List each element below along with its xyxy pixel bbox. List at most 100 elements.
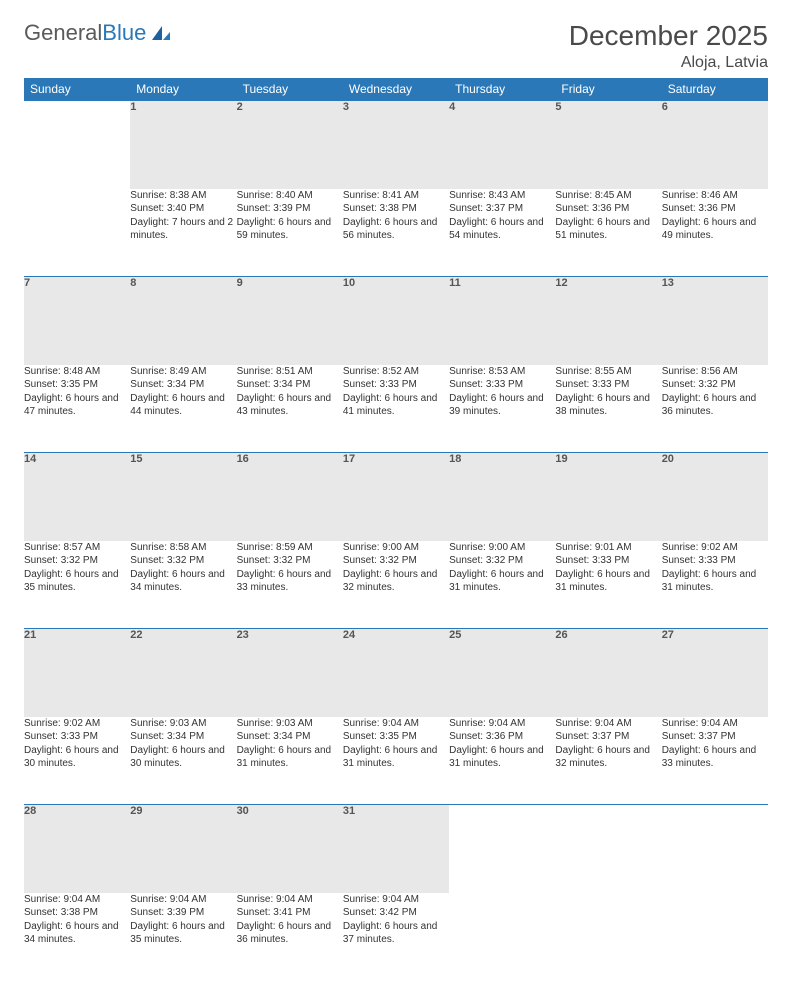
daylight-line: Daylight: 6 hours and 41 minutes. <box>343 392 449 419</box>
sunrise-line: Sunrise: 8:49 AM <box>130 365 236 379</box>
day-number-cell <box>449 805 555 893</box>
day-content-cell: Sunrise: 8:58 AMSunset: 3:32 PMDaylight:… <box>130 541 236 629</box>
day-number-cell <box>662 805 768 893</box>
day-number-cell: 26 <box>555 629 661 717</box>
logo-text-gray: General <box>24 20 102 46</box>
content-row: Sunrise: 9:04 AMSunset: 3:38 PMDaylight:… <box>24 893 768 981</box>
day-content-cell: Sunrise: 8:57 AMSunset: 3:32 PMDaylight:… <box>24 541 130 629</box>
day-content-cell: Sunrise: 9:02 AMSunset: 3:33 PMDaylight:… <box>662 541 768 629</box>
sunrise-line: Sunrise: 9:00 AM <box>343 541 449 555</box>
daynum-row: 21222324252627 <box>24 629 768 717</box>
daynum-row: 78910111213 <box>24 277 768 365</box>
daylight-line: Daylight: 7 hours and 2 minutes. <box>130 216 236 243</box>
day-number-cell: 3 <box>343 101 449 189</box>
day-number-cell: 24 <box>343 629 449 717</box>
day-content-cell: Sunrise: 8:41 AMSunset: 3:38 PMDaylight:… <box>343 189 449 277</box>
sunrise-line: Sunrise: 9:04 AM <box>237 893 343 907</box>
day-number-cell: 5 <box>555 101 661 189</box>
sunset-line: Sunset: 3:33 PM <box>343 378 449 392</box>
daylight-line: Daylight: 6 hours and 36 minutes. <box>237 920 343 947</box>
day-content-cell: Sunrise: 8:45 AMSunset: 3:36 PMDaylight:… <box>555 189 661 277</box>
day-number-cell: 27 <box>662 629 768 717</box>
day-header: Tuesday <box>237 78 343 101</box>
daylight-line: Daylight: 6 hours and 32 minutes. <box>555 744 661 771</box>
day-content-cell: Sunrise: 8:49 AMSunset: 3:34 PMDaylight:… <box>130 365 236 453</box>
sunset-line: Sunset: 3:33 PM <box>662 554 768 568</box>
sunset-line: Sunset: 3:37 PM <box>555 730 661 744</box>
logo-sail-icon <box>150 24 172 42</box>
sunset-line: Sunset: 3:32 PM <box>343 554 449 568</box>
day-number-cell: 15 <box>130 453 236 541</box>
day-content-cell: Sunrise: 9:03 AMSunset: 3:34 PMDaylight:… <box>130 717 236 805</box>
sunset-line: Sunset: 3:33 PM <box>449 378 555 392</box>
sunset-line: Sunset: 3:38 PM <box>24 906 130 920</box>
daylight-line: Daylight: 6 hours and 37 minutes. <box>343 920 449 947</box>
sunset-line: Sunset: 3:34 PM <box>130 378 236 392</box>
day-content-cell <box>449 893 555 981</box>
daylight-line: Daylight: 6 hours and 31 minutes. <box>237 744 343 771</box>
day-number-cell: 14 <box>24 453 130 541</box>
sunset-line: Sunset: 3:37 PM <box>662 730 768 744</box>
daynum-row: 14151617181920 <box>24 453 768 541</box>
day-content-cell: Sunrise: 9:04 AMSunset: 3:37 PMDaylight:… <box>555 717 661 805</box>
day-number-cell: 18 <box>449 453 555 541</box>
day-number-cell <box>24 101 130 189</box>
daylight-line: Daylight: 6 hours and 35 minutes. <box>130 920 236 947</box>
daylight-line: Daylight: 6 hours and 43 minutes. <box>237 392 343 419</box>
day-content-cell: Sunrise: 9:04 AMSunset: 3:42 PMDaylight:… <box>343 893 449 981</box>
day-number-cell: 1 <box>130 101 236 189</box>
daylight-line: Daylight: 6 hours and 33 minutes. <box>662 744 768 771</box>
sunset-line: Sunset: 3:36 PM <box>662 202 768 216</box>
sunrise-line: Sunrise: 9:02 AM <box>24 717 130 731</box>
sunset-line: Sunset: 3:37 PM <box>449 202 555 216</box>
sunset-line: Sunset: 3:34 PM <box>130 730 236 744</box>
sunrise-line: Sunrise: 8:46 AM <box>662 189 768 203</box>
content-row: Sunrise: 8:38 AMSunset: 3:40 PMDaylight:… <box>24 189 768 277</box>
daylight-line: Daylight: 6 hours and 54 minutes. <box>449 216 555 243</box>
sunrise-line: Sunrise: 8:38 AM <box>130 189 236 203</box>
day-number-cell: 13 <box>662 277 768 365</box>
day-content-cell <box>555 893 661 981</box>
daylight-line: Daylight: 6 hours and 36 minutes. <box>662 392 768 419</box>
sunrise-line: Sunrise: 9:01 AM <box>555 541 661 555</box>
day-number-cell: 17 <box>343 453 449 541</box>
day-content-cell: Sunrise: 9:00 AMSunset: 3:32 PMDaylight:… <box>343 541 449 629</box>
daylight-line: Daylight: 6 hours and 31 minutes. <box>449 744 555 771</box>
content-row: Sunrise: 8:48 AMSunset: 3:35 PMDaylight:… <box>24 365 768 453</box>
day-content-cell: Sunrise: 9:04 AMSunset: 3:39 PMDaylight:… <box>130 893 236 981</box>
day-number-cell: 11 <box>449 277 555 365</box>
sunrise-line: Sunrise: 8:43 AM <box>449 189 555 203</box>
day-content-cell: Sunrise: 8:52 AMSunset: 3:33 PMDaylight:… <box>343 365 449 453</box>
sunset-line: Sunset: 3:36 PM <box>449 730 555 744</box>
day-content-cell: Sunrise: 9:03 AMSunset: 3:34 PMDaylight:… <box>237 717 343 805</box>
sunrise-line: Sunrise: 8:51 AM <box>237 365 343 379</box>
day-number-cell: 10 <box>343 277 449 365</box>
sunset-line: Sunset: 3:33 PM <box>24 730 130 744</box>
day-content-cell: Sunrise: 9:04 AMSunset: 3:38 PMDaylight:… <box>24 893 130 981</box>
day-header: Saturday <box>662 78 768 101</box>
day-number-cell: 4 <box>449 101 555 189</box>
sunrise-line: Sunrise: 8:45 AM <box>555 189 661 203</box>
sunrise-line: Sunrise: 8:56 AM <box>662 365 768 379</box>
sunset-line: Sunset: 3:38 PM <box>343 202 449 216</box>
day-number-cell: 21 <box>24 629 130 717</box>
day-content-cell <box>662 893 768 981</box>
sunrise-line: Sunrise: 9:02 AM <box>662 541 768 555</box>
daylight-line: Daylight: 6 hours and 49 minutes. <box>662 216 768 243</box>
daylight-line: Daylight: 6 hours and 31 minutes. <box>343 744 449 771</box>
day-content-cell: Sunrise: 9:04 AMSunset: 3:37 PMDaylight:… <box>662 717 768 805</box>
daylight-line: Daylight: 6 hours and 47 minutes. <box>24 392 130 419</box>
sunset-line: Sunset: 3:33 PM <box>555 554 661 568</box>
day-header: Friday <box>555 78 661 101</box>
day-number-cell: 12 <box>555 277 661 365</box>
day-number-cell: 2 <box>237 101 343 189</box>
day-content-cell: Sunrise: 9:01 AMSunset: 3:33 PMDaylight:… <box>555 541 661 629</box>
sunset-line: Sunset: 3:35 PM <box>24 378 130 392</box>
sunrise-line: Sunrise: 9:04 AM <box>555 717 661 731</box>
day-content-cell: Sunrise: 8:59 AMSunset: 3:32 PMDaylight:… <box>237 541 343 629</box>
daylight-line: Daylight: 6 hours and 34 minutes. <box>130 568 236 595</box>
day-number-cell: 7 <box>24 277 130 365</box>
sunrise-line: Sunrise: 9:04 AM <box>662 717 768 731</box>
sunset-line: Sunset: 3:40 PM <box>130 202 236 216</box>
daylight-line: Daylight: 6 hours and 38 minutes. <box>555 392 661 419</box>
